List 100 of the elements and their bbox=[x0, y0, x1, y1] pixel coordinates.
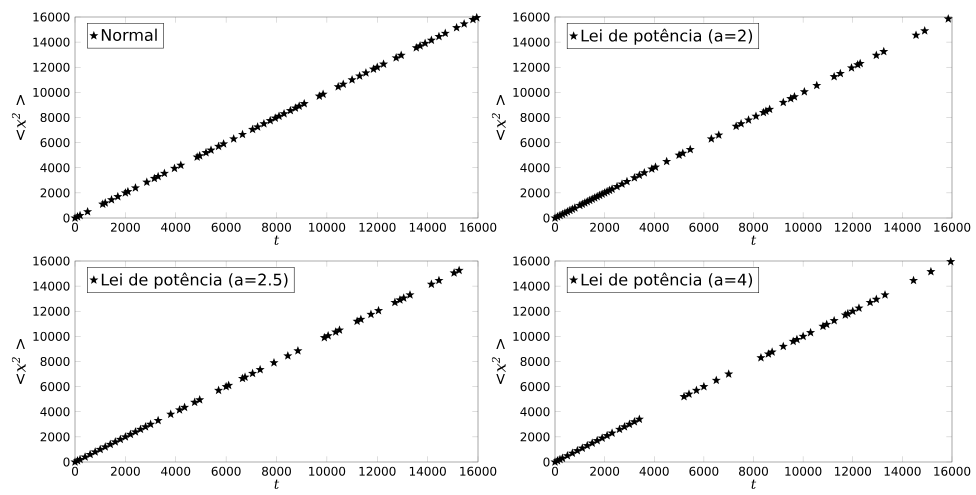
x-tick-label: 14000 bbox=[884, 222, 921, 232]
point bbox=[196, 152, 204, 160]
y-tick-label: 14000 bbox=[513, 282, 550, 291]
x-tick-label: 6000 bbox=[212, 466, 241, 476]
point bbox=[230, 134, 238, 142]
point bbox=[295, 102, 304, 110]
point bbox=[912, 30, 920, 39]
point bbox=[81, 452, 90, 460]
point bbox=[366, 310, 376, 318]
y-tick-label: 4000 bbox=[40, 163, 70, 172]
point bbox=[362, 68, 370, 76]
y-tick-label: 0 bbox=[543, 213, 550, 223]
point bbox=[615, 425, 624, 433]
y-tick-label: 10000 bbox=[33, 332, 70, 341]
y-tick-label: 4000 bbox=[40, 407, 70, 416]
point bbox=[737, 120, 746, 128]
point bbox=[286, 106, 294, 114]
point bbox=[752, 112, 760, 120]
point bbox=[379, 60, 388, 68]
point bbox=[348, 76, 356, 84]
point bbox=[460, 20, 468, 28]
point bbox=[622, 177, 632, 186]
y-tick-label: 12000 bbox=[33, 62, 70, 72]
point bbox=[196, 396, 204, 404]
y-tick-label: 8000 bbox=[40, 356, 70, 366]
point bbox=[593, 436, 602, 444]
point bbox=[712, 376, 720, 384]
point bbox=[635, 415, 644, 423]
legend-label: Normal bbox=[102, 28, 157, 42]
x-tick-label: 8000 bbox=[739, 222, 768, 232]
y-axis-title: <x$^{2}$ > bbox=[492, 338, 506, 384]
point bbox=[166, 410, 175, 418]
point bbox=[578, 444, 586, 452]
point bbox=[880, 47, 888, 56]
point bbox=[744, 116, 753, 124]
point bbox=[266, 116, 274, 124]
point bbox=[142, 178, 151, 186]
y-tick-label: 6000 bbox=[520, 382, 550, 392]
x-tick-label: 4000 bbox=[640, 466, 669, 476]
point bbox=[131, 428, 140, 436]
point bbox=[570, 204, 579, 212]
x-tick-label: 10000 bbox=[785, 222, 822, 232]
point bbox=[101, 442, 110, 450]
point bbox=[700, 382, 708, 390]
point bbox=[812, 81, 821, 89]
point bbox=[76, 211, 84, 219]
point bbox=[175, 406, 184, 414]
point bbox=[920, 26, 929, 34]
y-tick-label: 10000 bbox=[33, 88, 70, 97]
point bbox=[248, 369, 257, 377]
point bbox=[686, 145, 694, 154]
y-tick-label: 2000 bbox=[40, 432, 70, 442]
point bbox=[692, 386, 701, 394]
y-tick-label: 4000 bbox=[520, 163, 550, 172]
point bbox=[397, 51, 406, 59]
point bbox=[640, 168, 648, 176]
point bbox=[154, 172, 162, 180]
y-tick-label: 8000 bbox=[40, 112, 70, 122]
point bbox=[107, 196, 116, 204]
point bbox=[202, 148, 210, 156]
x-tick-label: 10000 bbox=[309, 222, 346, 232]
point bbox=[141, 422, 150, 430]
point bbox=[848, 306, 857, 315]
legend-label: Lei de potência (a=2.5) bbox=[102, 272, 288, 289]
y-tick-label: 10000 bbox=[513, 332, 550, 341]
point bbox=[160, 169, 168, 177]
point bbox=[319, 90, 328, 98]
point bbox=[248, 125, 257, 133]
point bbox=[630, 418, 638, 426]
point bbox=[154, 416, 162, 424]
point bbox=[300, 99, 308, 108]
point bbox=[356, 72, 364, 80]
point bbox=[455, 266, 464, 274]
x-axis-title: t bbox=[752, 236, 756, 245]
x-tick-label: 2000 bbox=[110, 466, 140, 476]
x-tick-label: 12000 bbox=[834, 466, 872, 476]
point bbox=[588, 438, 596, 447]
point bbox=[766, 105, 774, 113]
y-axis-title: <x$^{2}$ > bbox=[12, 338, 26, 384]
point bbox=[880, 290, 890, 298]
point bbox=[121, 432, 130, 440]
point bbox=[238, 130, 247, 138]
point bbox=[583, 441, 592, 450]
point bbox=[421, 39, 430, 47]
point bbox=[768, 348, 776, 356]
point bbox=[926, 267, 935, 276]
point bbox=[114, 192, 122, 200]
point bbox=[866, 298, 874, 306]
x-tick-label: 2000 bbox=[590, 222, 620, 232]
point bbox=[390, 298, 399, 306]
x-tick-label: 16000 bbox=[460, 466, 496, 476]
x-tick-label: 2000 bbox=[110, 222, 140, 232]
point bbox=[116, 435, 124, 443]
point bbox=[96, 445, 104, 453]
point bbox=[373, 62, 382, 71]
point bbox=[406, 290, 414, 298]
point bbox=[790, 92, 799, 100]
point bbox=[434, 276, 444, 284]
x-tick-label: 12000 bbox=[834, 222, 872, 232]
y-tick-label: 12000 bbox=[33, 306, 70, 316]
